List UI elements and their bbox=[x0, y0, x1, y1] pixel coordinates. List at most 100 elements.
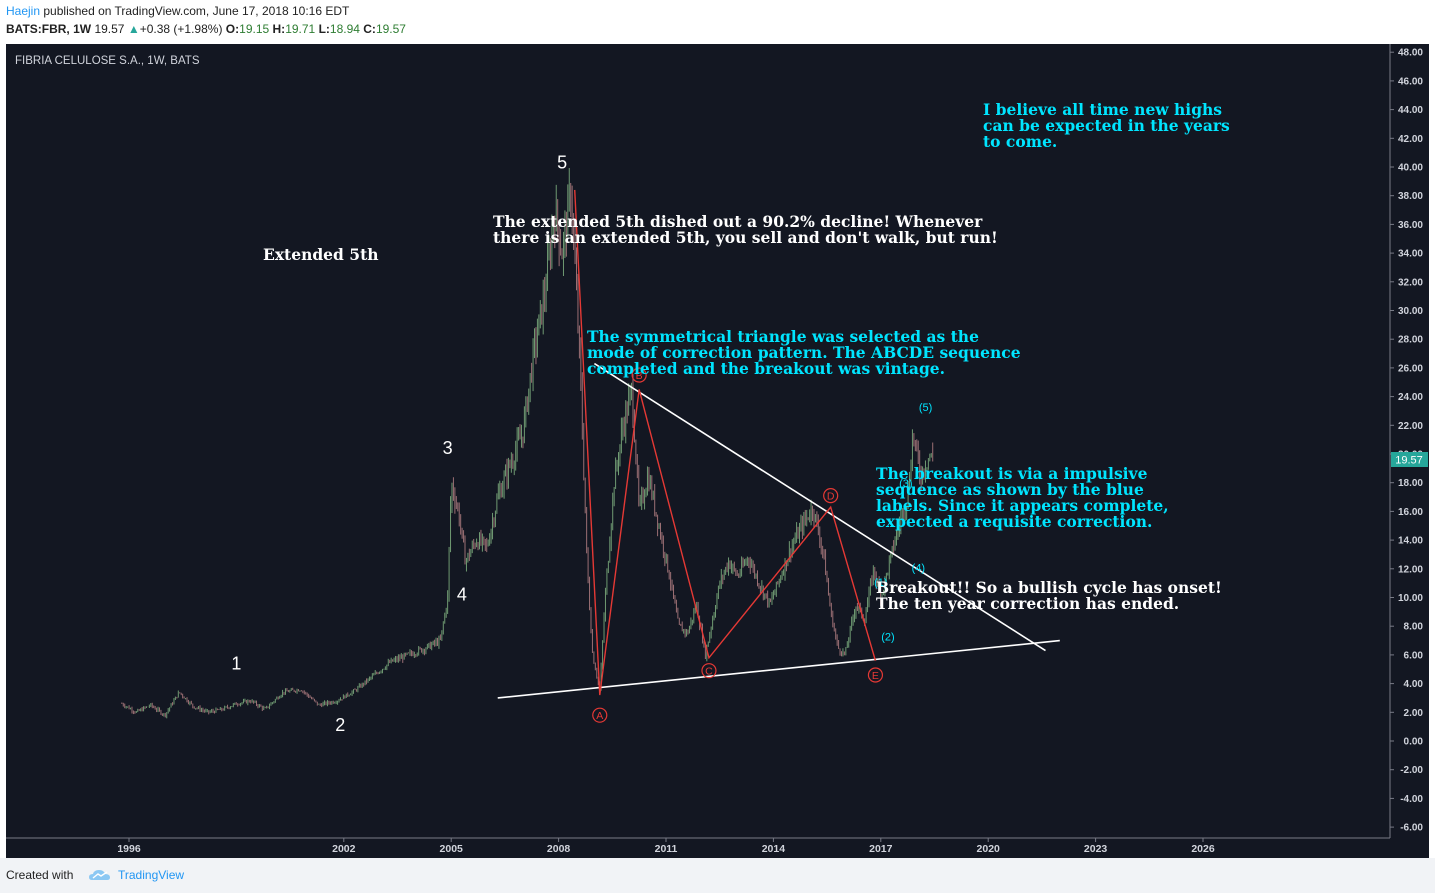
footer: Created with TradingView bbox=[0, 858, 1435, 893]
chart-title: FIBRIA CELULOSE S.A., 1W, BATS bbox=[15, 55, 200, 67]
published-text: published on TradingView.com, June 17, 2… bbox=[43, 4, 350, 18]
wave-label: 5 bbox=[557, 152, 567, 172]
wave-label: 1 bbox=[231, 653, 241, 673]
tradingview-cloud-icon bbox=[89, 870, 110, 880]
abcde-wave: A B C D E bbox=[574, 189, 884, 723]
y-tick-label: 28.00 bbox=[1398, 335, 1423, 346]
ohlc-line: BATS:FBR, 1W 19.57 ▲+0.38 (+1.98%) O:19.… bbox=[6, 22, 406, 36]
abcde-label: B bbox=[636, 370, 643, 382]
annotation-decline: The extended 5th dished out a 90.2% decl… bbox=[493, 212, 998, 247]
x-tick-label: 2020 bbox=[977, 843, 1001, 855]
y-tick-label: 8.00 bbox=[1404, 622, 1424, 633]
publish-line: Haejin published on TradingView.com, Jun… bbox=[6, 4, 349, 18]
abcde-circle bbox=[823, 488, 839, 504]
x-tick-label: 2026 bbox=[1191, 843, 1215, 855]
y-tick-label: 24.00 bbox=[1398, 392, 1423, 403]
y-tick-label: 30.00 bbox=[1398, 306, 1423, 317]
y-tick-label: 44.00 bbox=[1398, 105, 1423, 116]
x-tick-label: 2017 bbox=[869, 843, 893, 855]
y-tick-label: 22.00 bbox=[1398, 421, 1423, 432]
y-tick-label: 32.00 bbox=[1398, 277, 1423, 288]
impulse-label: (1) bbox=[874, 577, 887, 589]
abcde-circle bbox=[592, 707, 608, 723]
abcde-label: A bbox=[596, 710, 603, 722]
y-tick-label: 46.00 bbox=[1398, 76, 1423, 87]
chart-header: Haejin published on TradingView.com, Jun… bbox=[0, 0, 1435, 44]
close-label: C: bbox=[363, 22, 376, 36]
x-tick-label: 2011 bbox=[655, 843, 678, 855]
annotation-breakout: Breakout!! So a bullish cycle has onset!… bbox=[876, 578, 1222, 613]
x-tick-label: 2002 bbox=[332, 843, 356, 855]
triangle-trendline bbox=[497, 639, 1060, 699]
y-tick-label: -6.00 bbox=[1400, 823, 1423, 834]
high-label: H: bbox=[272, 22, 286, 36]
low-label: L: bbox=[318, 22, 330, 36]
created-with-text: Created with bbox=[6, 868, 74, 882]
y-tick-label: 6.00 bbox=[1404, 650, 1424, 661]
up-arrow-icon: ▲ bbox=[127, 22, 140, 36]
last-price-tag-text: 19.57 bbox=[1395, 455, 1423, 467]
y-tick-label: 38.00 bbox=[1398, 191, 1423, 202]
x-tick-label: 2008 bbox=[547, 843, 571, 855]
price-axis[interactable] bbox=[1390, 44, 1429, 858]
y-tick-label: -2.00 bbox=[1400, 765, 1423, 776]
triangle-trendline bbox=[593, 362, 1046, 652]
author-link[interactable]: Haejin bbox=[6, 4, 41, 18]
wave-label: 4 bbox=[457, 584, 467, 604]
open-value: 19.15 bbox=[239, 22, 270, 36]
price-series bbox=[121, 167, 934, 719]
y-tick-label: 36.00 bbox=[1398, 220, 1423, 231]
y-tick-label: 4.00 bbox=[1404, 679, 1424, 690]
y-tick-label: 14.00 bbox=[1398, 536, 1423, 547]
y-tick-label: 26.00 bbox=[1398, 363, 1423, 374]
abcde-label: E bbox=[872, 670, 879, 682]
x-tick-label: 2023 bbox=[1084, 843, 1108, 855]
last-price-tag: 19.57 bbox=[1391, 452, 1428, 467]
abcde-label: D bbox=[827, 490, 835, 502]
impulse-label: (3) bbox=[899, 478, 912, 490]
close-value: 19.57 bbox=[375, 22, 406, 36]
plot-area[interactable] bbox=[6, 44, 1390, 858]
impulse-labels: (1) (2) (3) (4) (5) bbox=[874, 402, 932, 644]
wave-label: 3 bbox=[443, 438, 453, 458]
y-tick-label: 16.00 bbox=[1398, 507, 1423, 518]
x-tick-label: 2005 bbox=[440, 843, 464, 855]
y-tick-label: 18.00 bbox=[1398, 478, 1423, 489]
y-axis: 48.00 46.00 44.00 42.00 40.00 38.00 36.00 34.00… bbox=[1390, 48, 1423, 834]
y-tick-label: -4.00 bbox=[1400, 794, 1423, 805]
change-text: +0.38 (+1.98%) bbox=[139, 22, 223, 36]
y-tick-label: 48.00 bbox=[1398, 48, 1423, 59]
last-price-tag-box bbox=[1391, 452, 1428, 467]
annotation-impulse: The breakout is via a impulsive sequence… bbox=[876, 464, 1169, 531]
impulse-label: (5) bbox=[919, 402, 932, 414]
y-tick-label: 2.00 bbox=[1404, 708, 1424, 719]
abcde-circle bbox=[701, 663, 717, 679]
impulse-label: (2) bbox=[881, 632, 894, 644]
y-tick-label: 10.00 bbox=[1398, 593, 1423, 604]
symbol-text: BATS:FBR, 1W bbox=[6, 22, 92, 36]
high-value: 19.71 bbox=[285, 22, 316, 36]
abcde-label: C bbox=[705, 665, 713, 677]
wave-labels: 1 2 3 4 5 bbox=[231, 152, 567, 735]
tradingview-brand-link[interactable]: TradingView bbox=[118, 868, 185, 882]
y-tick-label: 0.00 bbox=[1404, 737, 1424, 748]
open-label: O: bbox=[225, 22, 240, 36]
y-tick-label: 40.00 bbox=[1398, 163, 1423, 174]
abcde-circle bbox=[867, 667, 884, 683]
annotation-extended: Extended 5th bbox=[263, 245, 379, 264]
x-axis: 1996 2002 2005 2008 2011 2014 2017 2020 2023 2026 bbox=[117, 838, 1215, 855]
wave-label: 2 bbox=[335, 715, 345, 735]
impulse-label: (4) bbox=[912, 563, 925, 575]
last-price: 19.57 bbox=[94, 22, 125, 36]
y-tick-label: 42.00 bbox=[1398, 134, 1423, 145]
annotation-triangle: The symmetrical triangle was selected as… bbox=[587, 327, 1021, 378]
annotation-highs: I believe all time new highs can be expe… bbox=[983, 100, 1230, 151]
abcde-circle bbox=[631, 367, 647, 383]
y-tick-label: 34.00 bbox=[1398, 249, 1423, 260]
trendlines bbox=[497, 362, 1060, 699]
y-tick-label: 12.00 bbox=[1398, 564, 1423, 575]
low-value: 18.94 bbox=[329, 22, 360, 36]
x-tick-label: 2014 bbox=[762, 843, 786, 855]
x-tick-label: 1996 bbox=[117, 843, 141, 855]
